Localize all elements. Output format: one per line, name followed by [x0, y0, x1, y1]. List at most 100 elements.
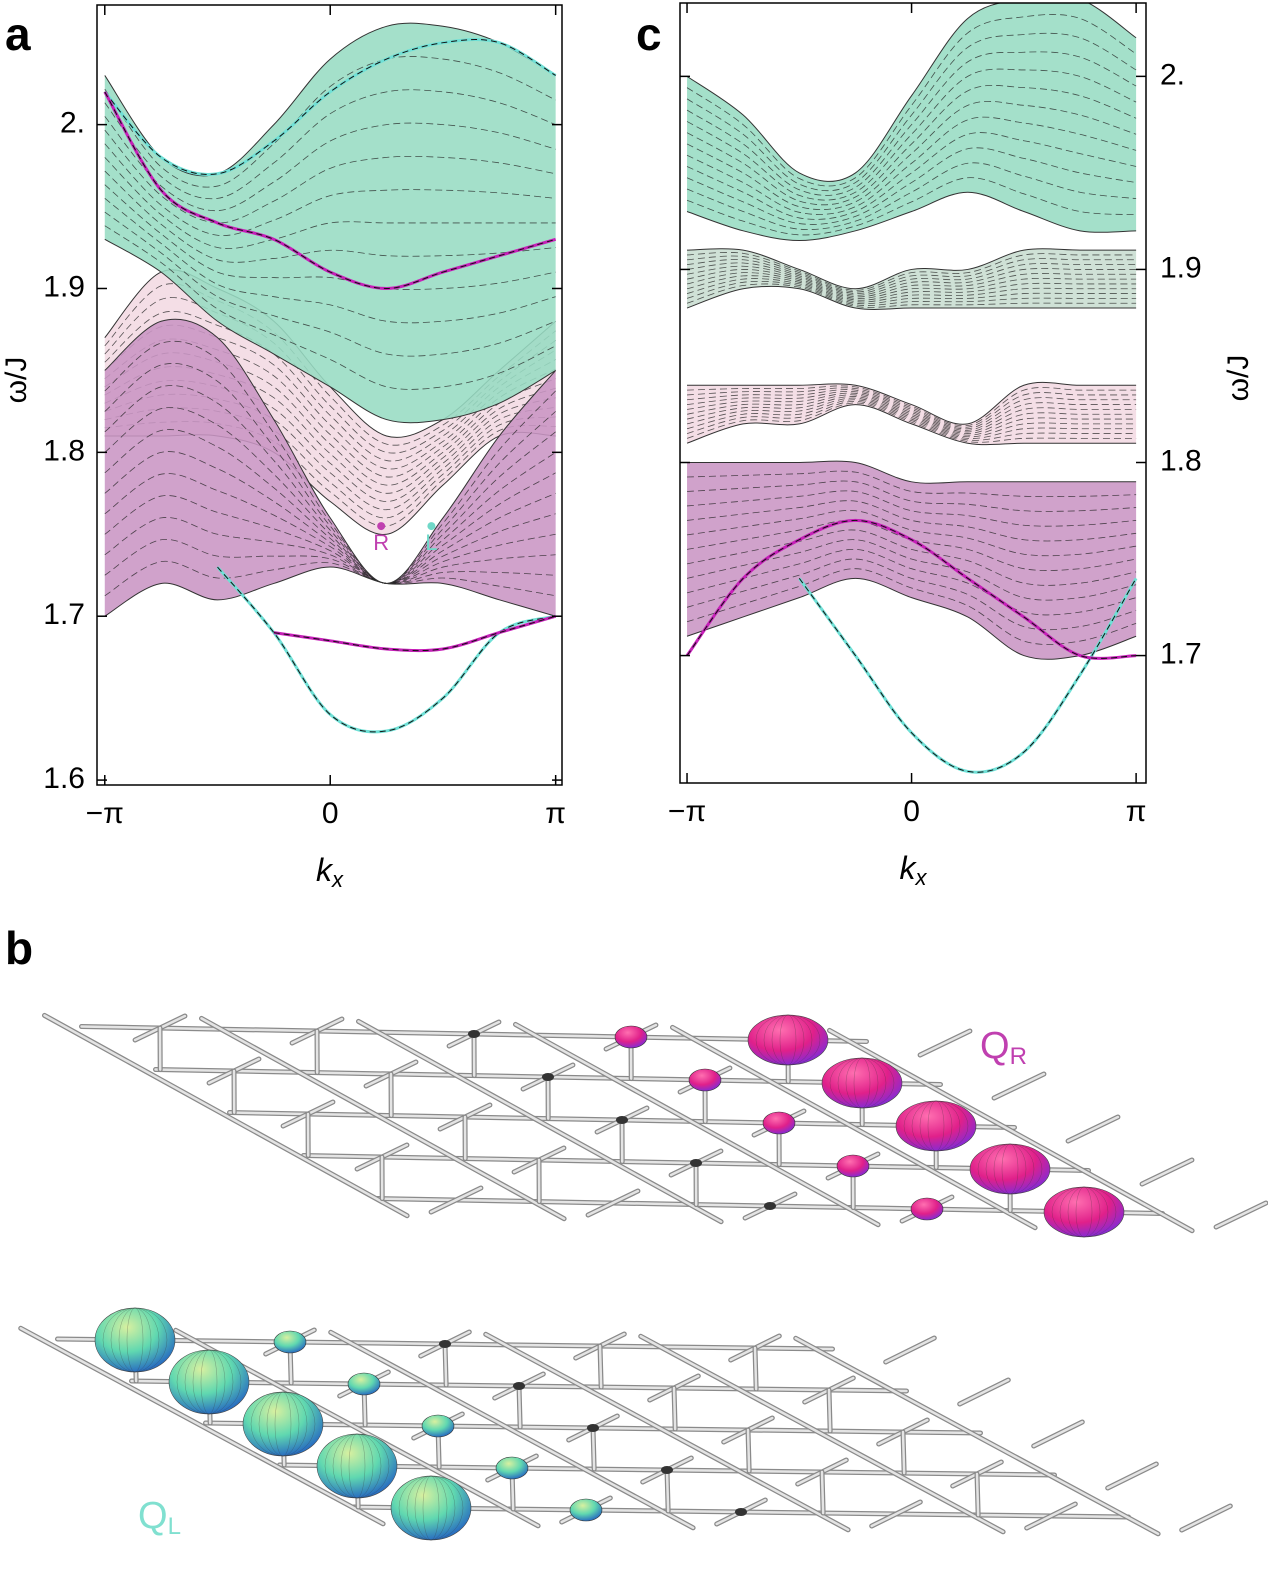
- rod: [1106, 1462, 1158, 1490]
- band-texture: [686, 539, 1137, 601]
- band-texture: [104, 340, 556, 584]
- band-texture: [686, 392, 1137, 433]
- node-mesh: [829, 1057, 895, 1109]
- band-texture: [687, 252, 1137, 291]
- plot-area: [103, 22, 557, 734]
- edge-state-dash: [273, 615, 556, 652]
- band-texture: [686, 490, 1137, 527]
- rod: [672, 1386, 677, 1431]
- band-texture: [104, 184, 556, 290]
- band-upper: [687, 248, 1137, 290]
- band-texture: [104, 157, 556, 249]
- rod: [1025, 1502, 1077, 1530]
- band-lower: [686, 191, 1137, 241]
- chart: R L 1.6 1.7 1.8 1.9 2. −π 0 π kx ω/J a: [0, 4, 566, 892]
- node-small: [421, 1414, 455, 1438]
- x-axis-label: kx: [900, 850, 928, 889]
- rod: [1140, 1158, 1194, 1186]
- rod: [665, 1468, 670, 1513]
- node-tiny: [661, 1466, 673, 1474]
- rod: [901, 1430, 906, 1475]
- node-big: [242, 1391, 324, 1457]
- band-texture: [686, 396, 1137, 436]
- band-fill: [687, 461, 1137, 660]
- state-label: QL: [138, 1495, 181, 1540]
- band-texture: [104, 225, 556, 390]
- node-big: [316, 1433, 398, 1499]
- node-tiny: [587, 1424, 599, 1432]
- band-texture: [104, 407, 556, 584]
- band-texture: [686, 548, 1137, 616]
- y-axis-label: ω/J: [0, 357, 33, 404]
- band-texture: [686, 262, 1137, 296]
- node-mesh: [903, 1100, 969, 1152]
- band-texture: [104, 116, 556, 212]
- panel-label: c: [636, 8, 662, 60]
- label-sub: L: [168, 1513, 181, 1540]
- node-small: [614, 1025, 648, 1049]
- node-mesh: [977, 1143, 1043, 1195]
- y-tick-label: 1.9: [43, 270, 85, 303]
- node-big: [168, 1349, 250, 1415]
- x-label-sub: x: [915, 865, 928, 890]
- state-marker: [427, 522, 436, 531]
- y-axis-label: ω/J: [1222, 355, 1255, 402]
- band-texture: [104, 338, 556, 478]
- band-texture: [686, 177, 1137, 236]
- band-texture: [104, 451, 556, 584]
- x-label-sub: x: [331, 867, 344, 892]
- rod: [429, 1186, 483, 1214]
- rod: [1032, 1420, 1084, 1448]
- node-tiny: [616, 1116, 628, 1124]
- x-tick-label: −π: [86, 797, 124, 830]
- x-tick-label: −π: [668, 795, 706, 828]
- rod: [329, 1331, 695, 1530]
- node-mesh: [1051, 1186, 1117, 1238]
- label-sub: R: [1010, 1043, 1027, 1070]
- rod: [1214, 1201, 1268, 1229]
- band-texture: [686, 400, 1137, 441]
- node-mesh: [102, 1307, 168, 1373]
- x-label-main: k: [900, 850, 918, 886]
- band-texture: [686, 147, 1137, 225]
- node-big: [969, 1143, 1051, 1195]
- rod: [19, 1327, 385, 1526]
- edge-state-dash: [104, 39, 556, 175]
- node-small: [762, 1111, 796, 1135]
- rod: [598, 1344, 603, 1389]
- node-mesh: [324, 1433, 390, 1499]
- band-texture: [686, 558, 1137, 631]
- band-texture: [686, 14, 1137, 187]
- y-tick-label: 1.8: [1160, 444, 1202, 477]
- chart: 1.7 1.8 1.9 2. −π 0 π kx ω/J c: [636, 2, 1255, 890]
- band-texture: [686, 132, 1137, 220]
- rod: [870, 1500, 922, 1528]
- band-texture: [104, 385, 556, 584]
- band-fill: [104, 319, 556, 617]
- node-tiny: [764, 1202, 776, 1210]
- node-big: [390, 1475, 472, 1541]
- node-big: [895, 1100, 977, 1152]
- band-texture: [686, 568, 1137, 645]
- x-tick-label: π: [545, 797, 566, 830]
- band-texture: [687, 255, 1137, 293]
- band-texture: [686, 399, 1137, 439]
- band-lower: [686, 285, 1137, 310]
- band-lower: [104, 566, 556, 617]
- rod: [828, 1029, 1194, 1232]
- label-main: Q: [138, 1495, 168, 1537]
- band-texture: [104, 517, 556, 584]
- band-fill: [687, 3, 1137, 241]
- rod: [753, 1346, 758, 1391]
- y-tick-label: 1.9: [1160, 251, 1202, 284]
- rod: [975, 1472, 980, 1517]
- frame: [679, 2, 1147, 784]
- band-texture: [104, 129, 556, 224]
- state-label: R: [373, 530, 389, 555]
- band-texture: [104, 211, 556, 357]
- band-upper: [687, 460, 1137, 484]
- node-big: [747, 1014, 829, 1066]
- band-texture: [104, 143, 556, 236]
- band-texture: [686, 265, 1137, 298]
